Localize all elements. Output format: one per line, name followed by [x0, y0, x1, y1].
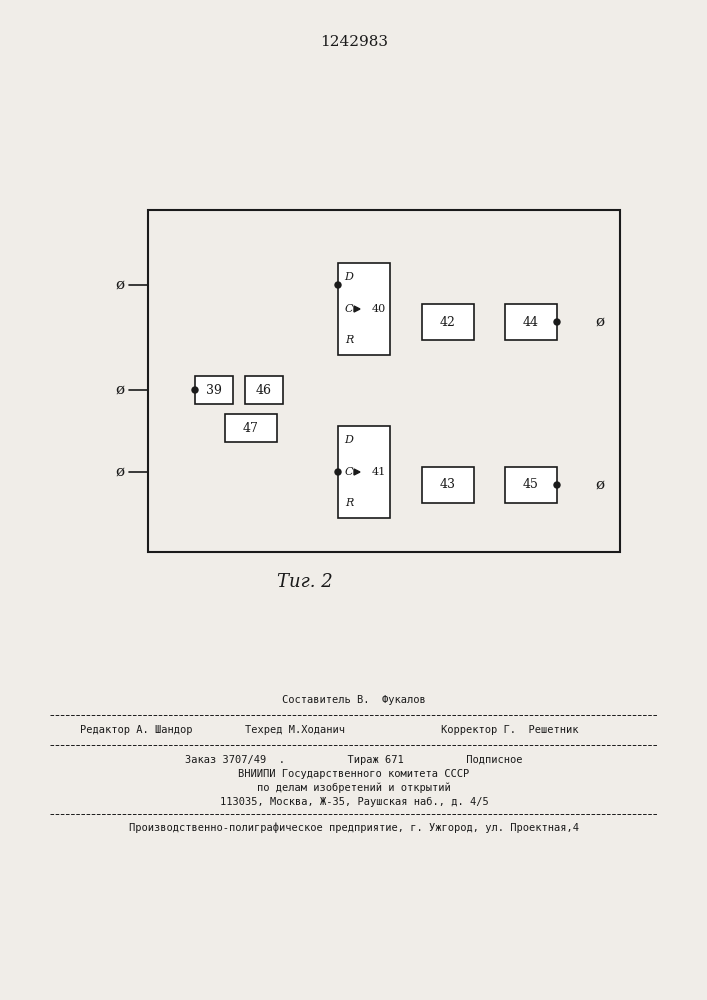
Circle shape [192, 387, 198, 393]
Circle shape [554, 482, 560, 488]
Text: 41: 41 [372, 467, 386, 477]
Text: R: R [345, 335, 354, 345]
Text: 46: 46 [256, 383, 272, 396]
Bar [505, 467, 557, 503]
Text: ø: ø [115, 465, 124, 479]
Bar [148, 210, 620, 552]
Text: ø: ø [595, 478, 604, 492]
Circle shape [554, 319, 560, 325]
Bar [338, 426, 390, 518]
Text: Составитель В.  Фукалов: Составитель В. Фукалов [282, 695, 426, 705]
Text: по делам изобретений и открытий: по делам изобретений и открытий [257, 783, 451, 793]
Text: ø: ø [595, 315, 604, 329]
Text: ВНИИПИ Государственного комитета СССР: ВНИИПИ Государственного комитета СССР [238, 769, 469, 779]
Text: Заказ 3707/49  .          Тираж 671          Подписное: Заказ 3707/49 . Тираж 671 Подписное [185, 755, 522, 765]
Text: 39: 39 [206, 383, 222, 396]
Bar [225, 414, 277, 442]
Bar [505, 304, 557, 340]
Text: C: C [345, 467, 354, 477]
Circle shape [335, 282, 341, 288]
Text: 42: 42 [440, 316, 456, 328]
Text: Техред М.Ходанич: Техред М.Ходанич [245, 725, 345, 735]
Text: D: D [344, 272, 354, 282]
Text: Τиг. 2: Τиг. 2 [277, 573, 333, 591]
Bar [422, 467, 474, 503]
Text: 44: 44 [523, 316, 539, 328]
Polygon shape [354, 469, 360, 475]
Bar [338, 263, 390, 355]
Text: C: C [345, 304, 354, 314]
Text: 47: 47 [243, 422, 259, 434]
Text: ø: ø [115, 278, 124, 292]
Text: 43: 43 [440, 479, 456, 491]
Text: Корректор Г.  Решетник: Корректор Г. Решетник [441, 725, 579, 735]
Text: 1242983: 1242983 [320, 35, 388, 49]
Text: ø: ø [115, 383, 124, 397]
Bar [245, 376, 283, 404]
Polygon shape [354, 306, 360, 312]
Text: 45: 45 [523, 479, 539, 491]
Circle shape [335, 469, 341, 475]
Text: 113035, Москва, Ж-35, Раушская наб., д. 4/5: 113035, Москва, Ж-35, Раушская наб., д. … [220, 797, 489, 807]
Text: R: R [345, 498, 354, 508]
Text: D: D [344, 435, 354, 445]
Bar [195, 376, 233, 404]
Bar [422, 304, 474, 340]
Text: Производственно-полиграфическое предприятие, г. Ужгород, ул. Проектная,4: Производственно-полиграфическое предприя… [129, 823, 579, 833]
Text: Редактор А. Шандор: Редактор А. Шандор [80, 725, 192, 735]
Text: 40: 40 [372, 304, 386, 314]
